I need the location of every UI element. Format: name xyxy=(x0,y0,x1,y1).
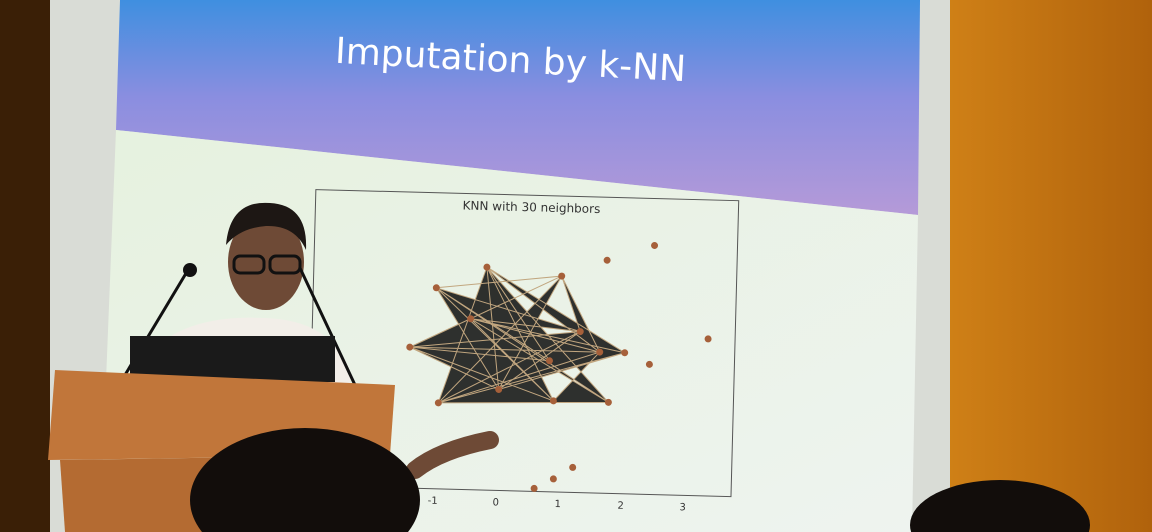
slide-header xyxy=(116,0,920,215)
left-wall xyxy=(0,0,50,532)
x-tick-label: -1 xyxy=(428,496,438,507)
x-tick-label: 3 xyxy=(679,502,686,513)
plot: KNN with 30 neighbors -1 0 1 2 3 xyxy=(307,189,740,514)
audience-head xyxy=(910,480,1090,532)
scatter-points xyxy=(406,241,712,492)
x-ticks: -1 0 1 2 3 xyxy=(428,496,686,514)
plot-title: KNN with 30 neighbors xyxy=(462,198,600,216)
x-tick-label: 2 xyxy=(617,501,624,512)
audience-head xyxy=(190,428,420,532)
x-tick-label: 0 xyxy=(492,497,499,508)
laptop xyxy=(130,336,335,382)
mic-head xyxy=(183,263,197,277)
x-tick-label: 1 xyxy=(554,499,561,510)
